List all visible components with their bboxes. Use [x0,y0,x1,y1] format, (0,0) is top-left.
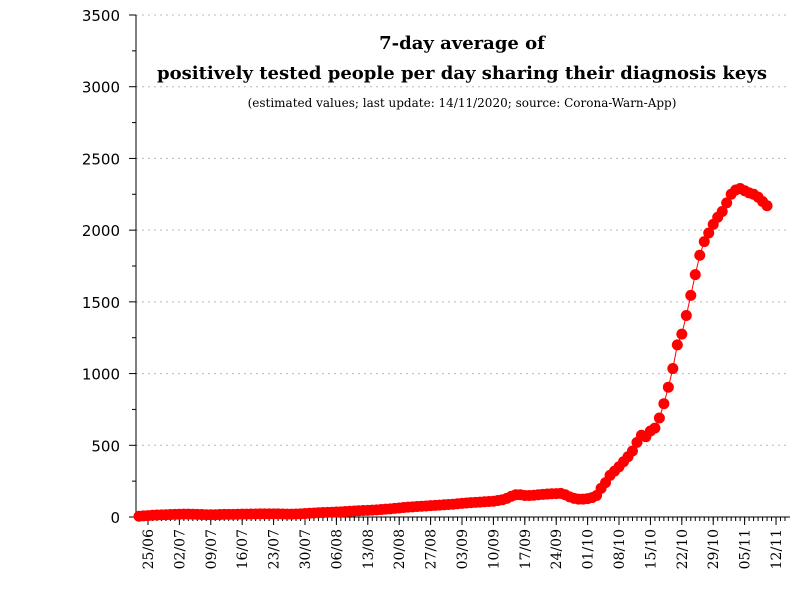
x-tick-label: 17/09 [518,529,534,569]
x-tick-label: 03/09 [455,529,471,569]
x-tick-label: 15/10 [643,529,659,569]
y-tick-label: 2500 [82,150,120,168]
grid [136,14,790,446]
data-point [649,422,661,434]
data-point [667,363,679,375]
y-tick-label: 3000 [82,79,120,97]
x-tick-label: 16/07 [235,529,251,569]
x-tick-label: 29/10 [706,529,722,569]
data-point [653,412,665,424]
y-tick-label: 0 [110,509,120,527]
y-tick-label: 1000 [82,366,120,384]
x-tick-label: 25/06 [141,529,157,569]
x-tick-label: 06/08 [329,529,345,569]
x-ticks: 25/06 02/07 09/07 16/07 23/07 30/07 06/08 13/08… [138,517,786,569]
y-tick-label: 500 [91,437,120,455]
series-line [138,188,768,517]
y-tick-label: 2000 [82,222,120,240]
y-tick-label: 3500 [82,7,120,25]
data-point [703,227,715,239]
data-point [761,200,773,212]
x-tick-label: 20/08 [392,529,408,569]
data-point [721,197,733,209]
y-tick-label: 1500 [82,294,120,312]
x-tick-label: 23/07 [267,529,283,569]
data-point [716,205,728,217]
data-point [671,339,683,351]
data-point [658,398,670,410]
x-tick-label: 30/07 [298,529,314,569]
data-series [133,183,773,522]
data-point [694,249,706,261]
chart-title-line-2: positively tested people per day sharing… [157,63,767,84]
data-point [662,381,674,393]
chart-subtitle: (estimated values; last update: 14/11/20… [248,96,677,110]
y-ticks: 0 500 1000 1500 2000 2500 3000 3500 [82,7,136,527]
x-tick-label: 01/10 [581,529,597,569]
x-tick-label: 22/10 [675,529,691,569]
x-tick-label: 12/11 [769,529,785,569]
data-point [689,269,701,281]
chart-title-line-1: 7-day average of [379,33,546,54]
data-point [685,289,697,301]
x-tick-label: 05/11 [738,529,754,569]
x-tick-label: 08/10 [612,529,628,569]
x-tick-label: 13/08 [361,529,377,569]
data-point [680,309,692,321]
axes [135,15,790,518]
x-tick-label: 02/07 [172,529,188,569]
x-tick-label: 27/08 [424,529,440,569]
data-point [626,445,638,457]
data-point [676,328,688,340]
x-tick-label: 10/09 [486,529,502,569]
x-tick-label: 24/09 [549,529,565,569]
x-tick-label: 09/07 [204,529,220,569]
data-point [698,236,710,248]
